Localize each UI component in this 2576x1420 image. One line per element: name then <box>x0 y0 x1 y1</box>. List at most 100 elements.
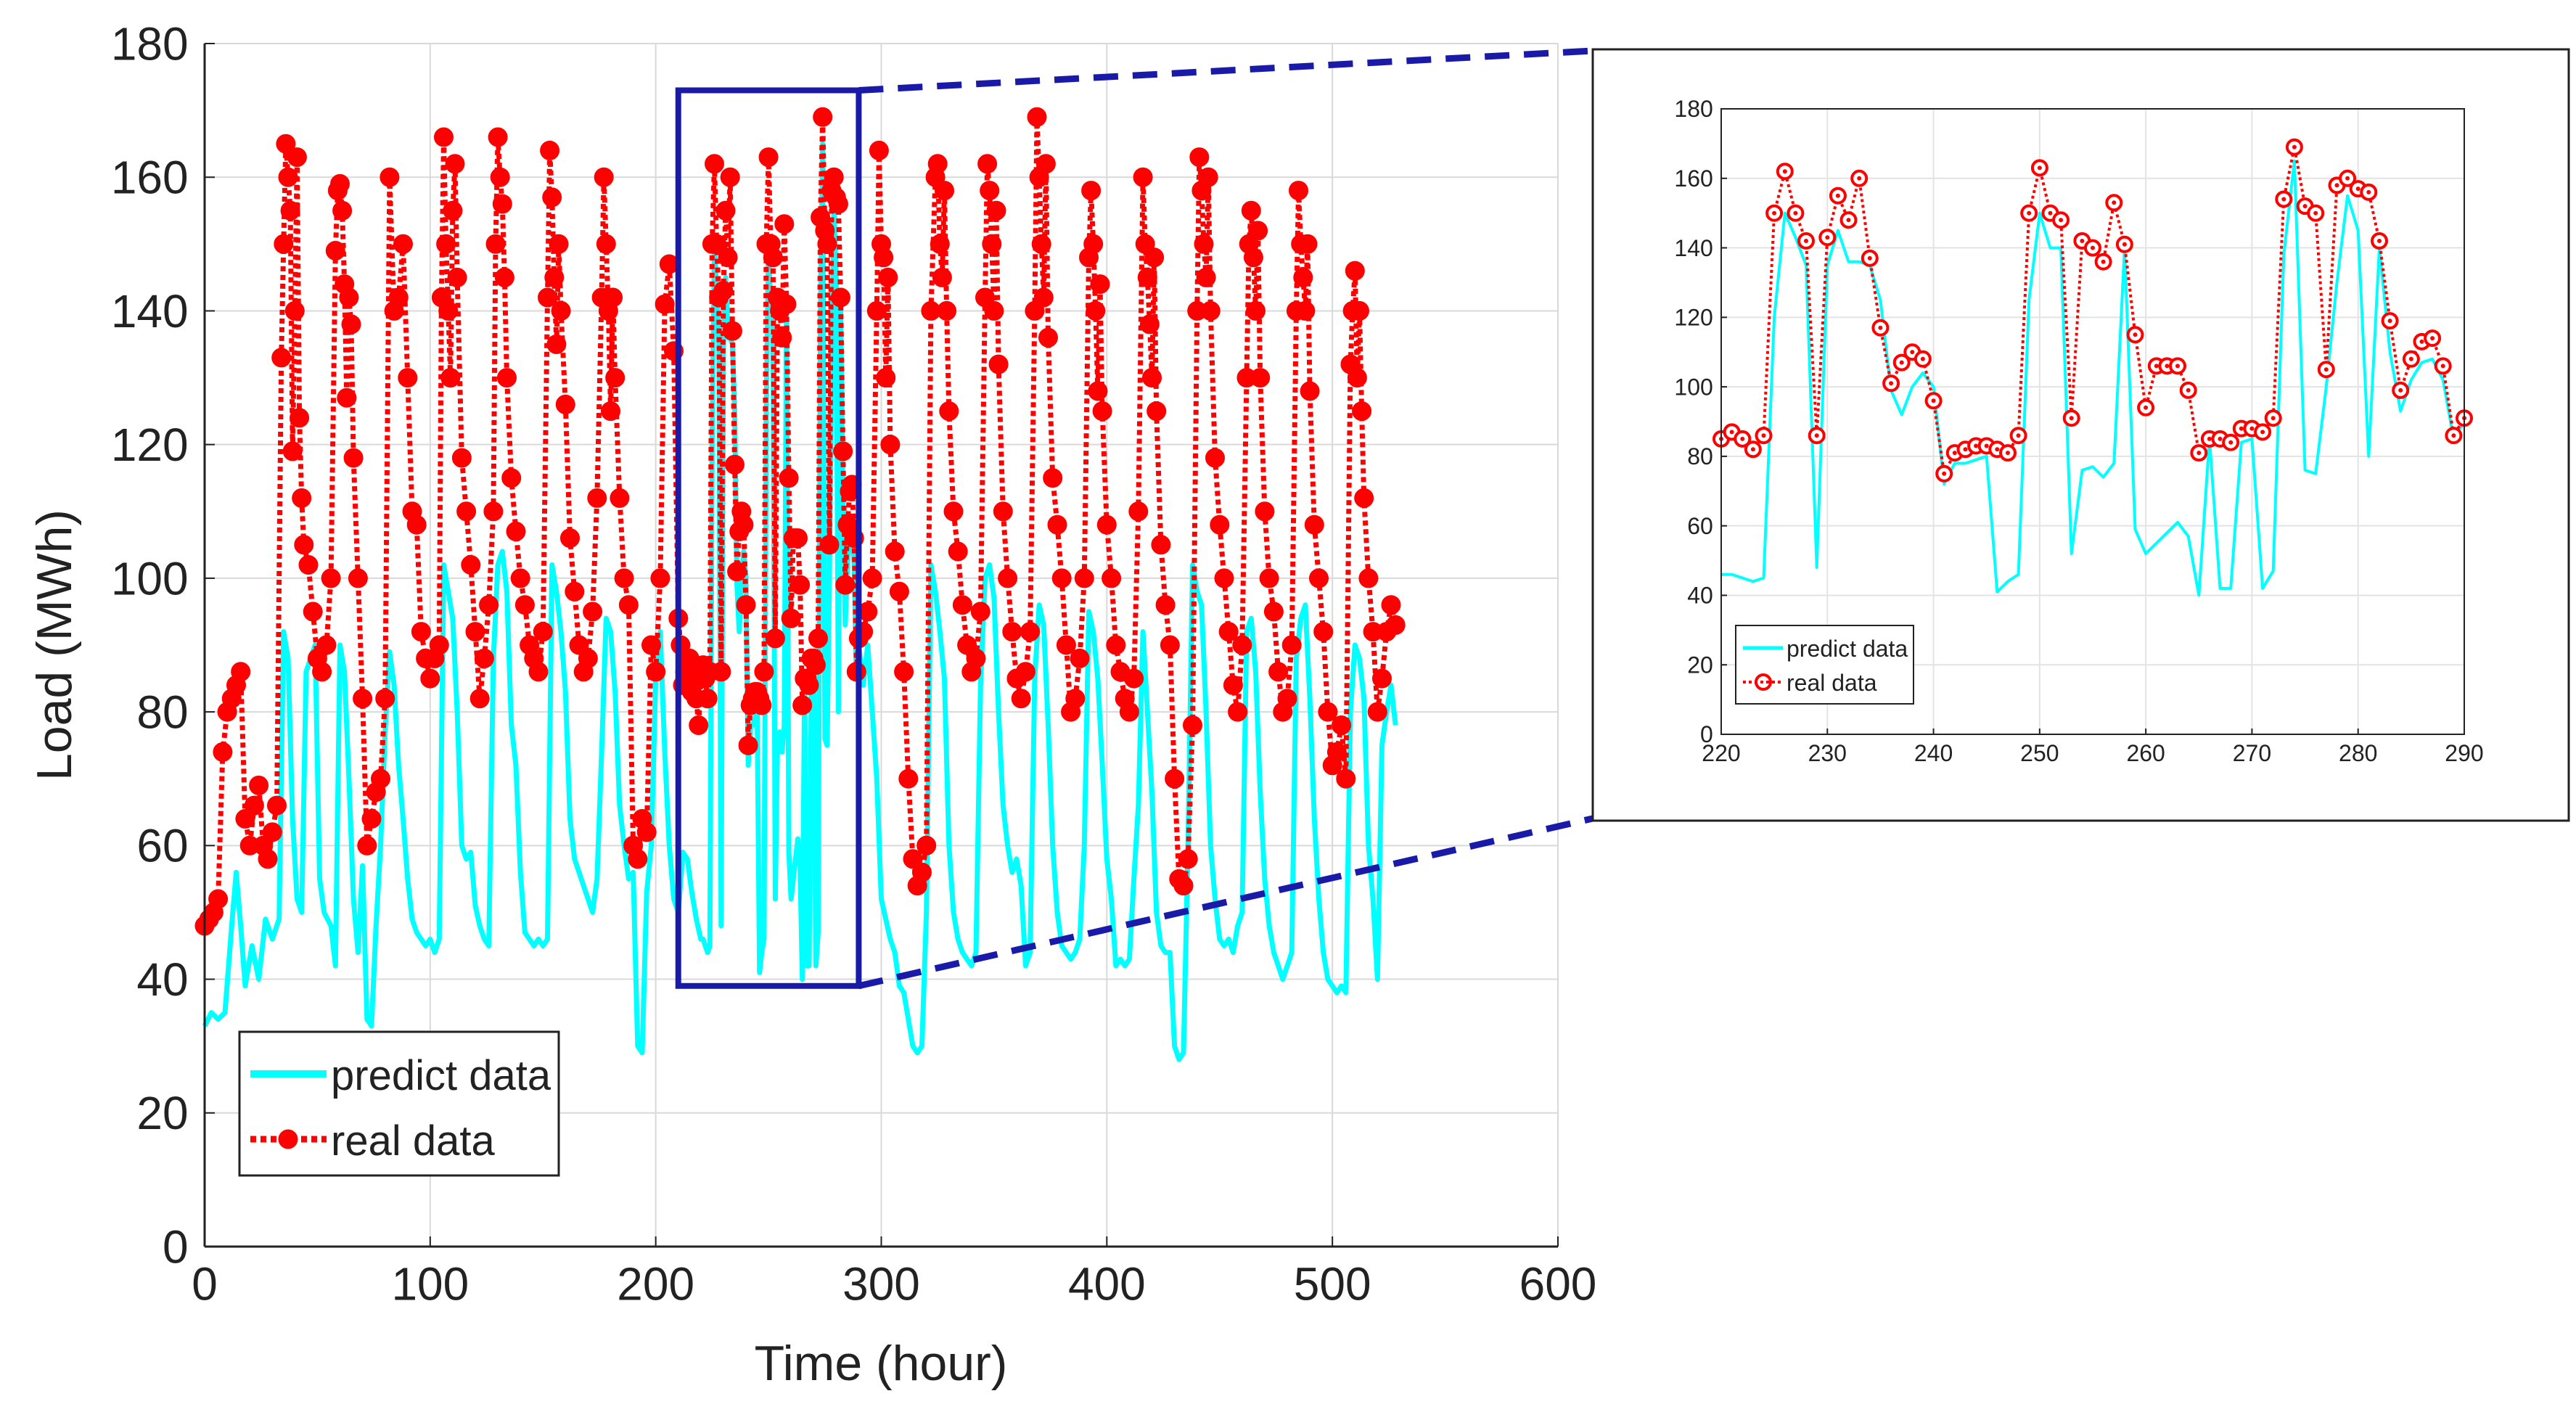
zoom-region-box <box>675 87 862 989</box>
main-predict-series <box>202 141 1398 1062</box>
main-real-point <box>1372 668 1392 689</box>
main-real-point <box>287 147 307 168</box>
main-real-point <box>258 849 278 869</box>
main-real-point <box>1173 876 1194 896</box>
zoom-legend-real-label: real data <box>1787 670 1877 696</box>
main-real-point <box>646 662 666 682</box>
main-real-point <box>939 401 959 422</box>
zoom-real-point-dot <box>1920 356 1925 361</box>
main-legend-real-label: real data <box>331 1117 495 1165</box>
zoom-real-point-dot <box>2069 416 2074 421</box>
main-real-point <box>587 488 607 508</box>
zoom-real-point-dot <box>1835 193 1840 198</box>
main-real-point <box>636 822 657 842</box>
main-real-point <box>213 742 233 762</box>
main-real-point <box>998 568 1018 588</box>
main-real-point <box>546 335 567 354</box>
main-real-point <box>930 234 950 254</box>
main-real-point <box>339 287 359 308</box>
main-real-point <box>738 735 758 755</box>
main-real-point <box>903 849 923 869</box>
zoom-real-point-dot <box>2037 165 2042 171</box>
main-y-tick-label: 100 <box>111 552 189 604</box>
zoom-connector-top <box>858 47 1593 94</box>
zoom-real-point-dot <box>2281 197 2286 202</box>
zoom-real-point-dot <box>1952 451 1957 456</box>
main-real-point <box>1223 675 1243 695</box>
main-real-point <box>977 154 998 174</box>
main-real-point <box>1020 622 1041 642</box>
main-real-point <box>1243 247 1263 268</box>
main-real-point <box>1178 849 1198 869</box>
main-real-point <box>1155 595 1176 615</box>
main-y-tick-label: 140 <box>111 285 189 337</box>
zoom-real-point-dot <box>1899 360 1904 365</box>
zoom-real-point-dot <box>2165 364 2170 369</box>
main-x-tick-label: 0 <box>192 1258 218 1310</box>
main-real-point <box>736 595 756 615</box>
main-real-point <box>1281 635 1302 655</box>
zoom-real-point-dot <box>1878 325 1883 330</box>
main-real-point <box>1096 514 1117 535</box>
main-real-point <box>862 568 882 588</box>
zoom-real-point-dot <box>2144 405 2149 410</box>
main-real-point <box>316 635 337 655</box>
zoom-x-tick-label: 270 <box>2233 740 2271 766</box>
main-real-point <box>833 441 853 461</box>
main-real-point <box>727 562 747 582</box>
main-real-point <box>1198 167 1218 187</box>
main-x-tick-label: 100 <box>391 1258 469 1310</box>
main-real-point <box>718 247 738 268</box>
main-real-point <box>1142 368 1162 388</box>
main-real-point <box>393 234 413 254</box>
main-real-point <box>1255 501 1275 522</box>
main-real-point <box>720 167 740 187</box>
main-real-point <box>461 555 481 575</box>
main-real-point <box>752 695 772 715</box>
main-real-point <box>244 795 264 816</box>
main-real-point <box>970 602 990 622</box>
main-real-point <box>982 234 1002 254</box>
zoom-real-point-dot <box>2059 218 2064 223</box>
main-real-point <box>1297 234 1318 254</box>
main-real-point <box>1033 287 1054 308</box>
main-real-point <box>618 595 639 615</box>
main-real-point <box>485 234 506 254</box>
main-real-point <box>1002 622 1022 642</box>
zoom-real-point-dot <box>2292 144 2297 149</box>
zoom-real-point-dot <box>1931 398 1936 403</box>
zoom-legend-box <box>1735 625 1914 705</box>
main-y-tick-label: 180 <box>111 17 189 70</box>
main-real-point <box>1160 635 1180 655</box>
main-real-point <box>1144 247 1165 268</box>
zoom-real-point-dot <box>2440 364 2445 369</box>
main-real-point <box>831 287 850 308</box>
main-real-point <box>1106 635 1126 655</box>
main-real-point <box>1088 381 1108 401</box>
main-real-point <box>975 287 995 308</box>
main-real-point <box>788 528 808 549</box>
main-real-point <box>1277 689 1297 709</box>
main-real-point <box>292 488 312 508</box>
main-real-point <box>1015 662 1035 682</box>
main-real-point <box>1381 595 1401 615</box>
main-real-point <box>594 167 614 187</box>
main-real-point <box>1345 260 1365 281</box>
zoom-real-point-dot <box>2048 210 2053 216</box>
main-real-point <box>1074 568 1094 588</box>
main-real-point <box>1309 568 1329 588</box>
zoom-x-tick-label: 290 <box>2445 740 2483 766</box>
zoom-y-tick-label: 60 <box>1687 513 1713 539</box>
main-real-point <box>1205 448 1225 468</box>
zoom-real-point-dot <box>2366 189 2371 194</box>
main-real-point <box>488 127 508 147</box>
zoom-real-point-dot <box>1984 443 1989 448</box>
main-real-point <box>937 300 957 321</box>
main-real-point <box>267 795 287 816</box>
main-real-point <box>835 575 856 595</box>
main-real-point <box>551 300 571 321</box>
main-real-point <box>1025 300 1045 321</box>
zoom-real-point-dot <box>1740 436 1745 441</box>
main-real-point <box>271 348 292 368</box>
